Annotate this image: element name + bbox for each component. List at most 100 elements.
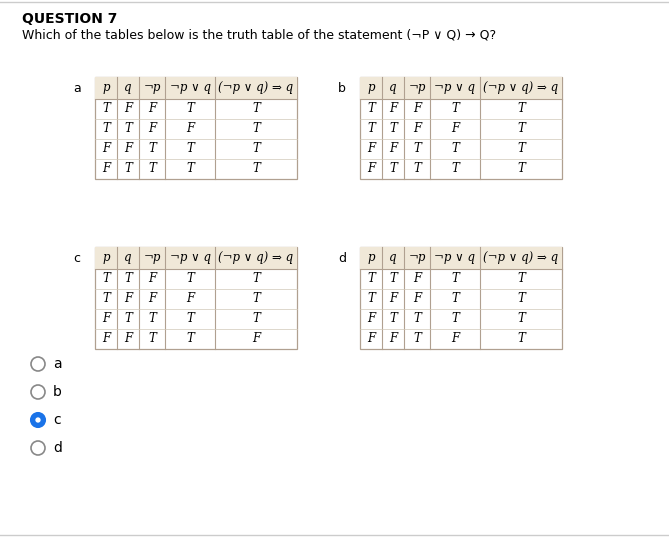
Text: b: b [338,82,346,95]
Text: F: F [124,142,132,156]
Text: d: d [338,251,346,265]
Bar [95,77,297,179]
Text: ¬p ∨ q: ¬p ∨ q [169,251,211,265]
Text: T: T [451,313,459,325]
Text: T: T [252,293,260,306]
Text: F: F [148,272,156,286]
Text: T: T [517,293,525,306]
Text: (¬p ∨ q) ⇒ q: (¬p ∨ q) ⇒ q [484,82,559,95]
Bar [360,247,562,269]
Text: ¬p: ¬p [143,251,161,265]
Text: T: T [186,142,194,156]
Text: T: T [517,142,525,156]
Text: T: T [186,163,194,176]
Bar [95,247,297,349]
Text: T: T [517,332,525,345]
Text: T: T [413,142,421,156]
Text: F: F [389,293,397,306]
Text: T: T [517,272,525,286]
Text: b: b [53,385,62,399]
Text: T: T [451,163,459,176]
Text: F: F [102,313,110,325]
Text: a: a [53,357,62,371]
Text: T: T [186,272,194,286]
Text: ¬p ∨ q: ¬p ∨ q [434,251,476,265]
Text: F: F [252,332,260,345]
Bar [95,247,297,269]
Text: T: T [517,103,525,115]
Text: d: d [53,441,62,455]
Text: T: T [186,313,194,325]
Text: F: F [102,142,110,156]
Text: T: T [413,332,421,345]
Text: F: F [186,122,194,135]
Text: q: q [389,251,397,265]
Text: T: T [451,103,459,115]
Text: (¬p ∨ q) ⇒ q: (¬p ∨ q) ⇒ q [484,251,559,265]
Text: T: T [517,122,525,135]
Text: T: T [148,142,156,156]
Text: a: a [73,82,81,95]
Text: T: T [252,142,260,156]
Text: T: T [252,313,260,325]
Bar [95,77,297,99]
Text: F: F [389,142,397,156]
Circle shape [31,413,45,427]
Text: T: T [451,293,459,306]
Bar [360,77,562,99]
Text: F: F [124,332,132,345]
Text: T: T [389,313,397,325]
Text: F: F [389,332,397,345]
Text: T: T [102,122,110,135]
Text: T: T [124,122,132,135]
Text: T: T [252,272,260,286]
Text: F: F [413,122,421,135]
Text: F: F [367,313,375,325]
Text: T: T [186,103,194,115]
Text: (¬p ∨ q) ⇒ q: (¬p ∨ q) ⇒ q [219,82,294,95]
Text: T: T [389,122,397,135]
Text: Which of the tables below is the truth table of the statement (¬P ∨ Q) → Q?: Which of the tables below is the truth t… [22,29,496,42]
Text: q: q [124,82,132,95]
Text: T: T [124,313,132,325]
Text: F: F [451,332,459,345]
Text: ¬p ∨ q: ¬p ∨ q [434,82,476,95]
Text: T: T [148,163,156,176]
Text: p: p [102,251,110,265]
Text: ¬p ∨ q: ¬p ∨ q [169,82,211,95]
Text: T: T [367,293,375,306]
Text: ¬p: ¬p [143,82,161,95]
Text: T: T [413,313,421,325]
Text: F: F [148,293,156,306]
Text: p: p [367,82,375,95]
Text: F: F [148,122,156,135]
Text: F: F [413,103,421,115]
Text: F: F [451,122,459,135]
Text: T: T [252,103,260,115]
Text: T: T [367,103,375,115]
Circle shape [31,441,45,455]
Text: c: c [74,251,80,265]
Text: F: F [413,293,421,306]
Text: ¬p: ¬p [408,82,425,95]
Text: T: T [451,272,459,286]
Text: T: T [389,163,397,176]
Text: T: T [389,272,397,286]
Text: T: T [102,272,110,286]
Text: F: F [102,163,110,176]
Text: T: T [102,293,110,306]
Text: T: T [186,332,194,345]
Circle shape [31,357,45,371]
Text: T: T [148,313,156,325]
Text: ¬p: ¬p [408,251,425,265]
Circle shape [35,417,41,423]
Text: F: F [124,103,132,115]
Text: T: T [148,332,156,345]
Text: F: F [367,142,375,156]
Text: T: T [367,122,375,135]
Text: T: T [413,163,421,176]
Text: p: p [367,251,375,265]
Text: F: F [102,332,110,345]
Text: T: T [451,142,459,156]
Text: T: T [517,163,525,176]
